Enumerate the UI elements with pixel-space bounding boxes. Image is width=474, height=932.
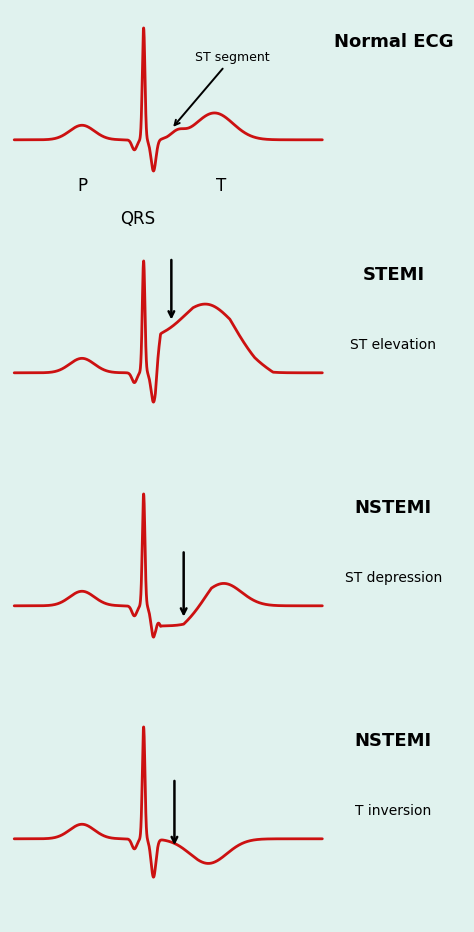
Text: STEMI: STEMI (362, 266, 425, 284)
Text: NSTEMI: NSTEMI (355, 499, 432, 517)
Text: ST segment: ST segment (174, 50, 270, 125)
Text: ST depression: ST depression (345, 570, 442, 585)
Text: P: P (77, 177, 87, 196)
Text: QRS: QRS (120, 210, 155, 228)
Text: Normal ECG: Normal ECG (334, 33, 453, 51)
Text: NSTEMI: NSTEMI (355, 732, 432, 750)
Text: T inversion: T inversion (356, 803, 431, 818)
Text: T: T (216, 177, 226, 196)
Text: ST elevation: ST elevation (350, 337, 437, 352)
